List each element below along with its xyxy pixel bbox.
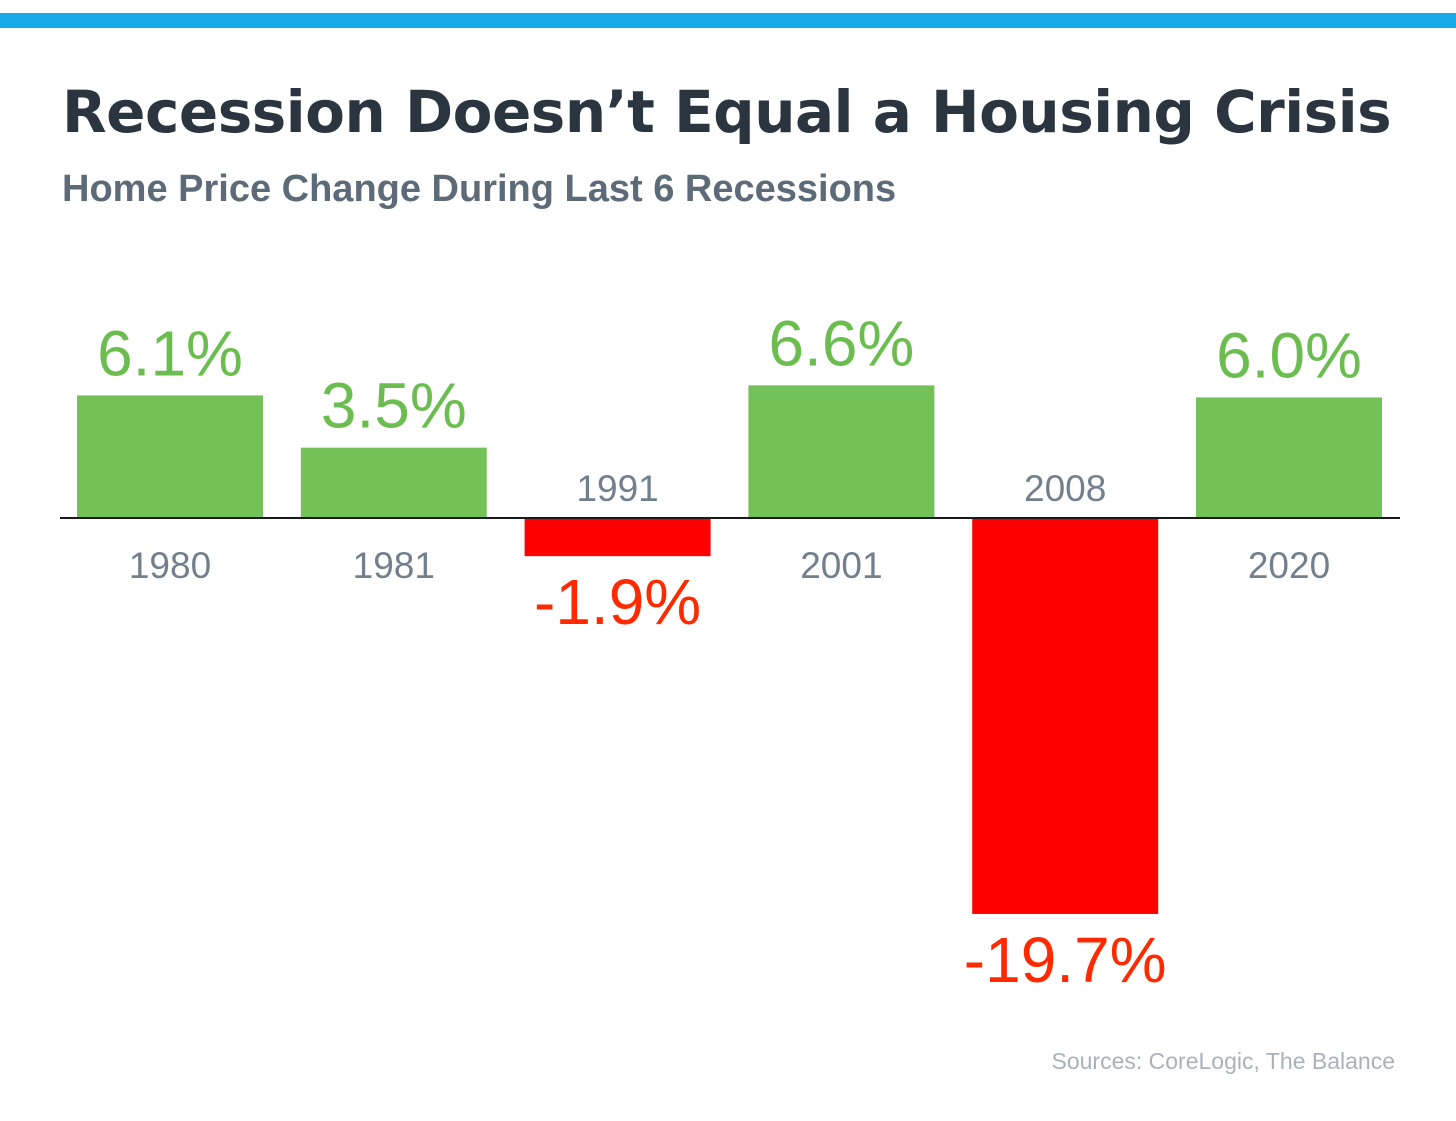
bar-2001 (748, 385, 935, 518)
category-label-1981: 1981 (353, 545, 435, 586)
bar-1981 (300, 447, 487, 518)
value-label-2008: -19.7% (964, 924, 1167, 996)
category-label-1980: 1980 (129, 545, 211, 586)
value-label-2001: 6.6% (768, 307, 914, 379)
category-label-2001: 2001 (800, 545, 882, 586)
category-label-2008: 2008 (1024, 468, 1106, 509)
bar-1980 (77, 395, 263, 518)
category-label-1991: 1991 (576, 468, 658, 509)
category-label-2020: 2020 (1248, 545, 1330, 586)
bar-1991 (524, 518, 711, 557)
chart-subtitle: Home Price Change During Last 6 Recessio… (62, 168, 897, 210)
chart-title: Recession Doesn’t Equal a Housing Crisis (62, 78, 1392, 146)
bar-2008 (972, 518, 1159, 914)
bars-layer (77, 385, 1382, 914)
bar-2020 (1196, 397, 1382, 518)
value-label-1991: -1.9% (534, 566, 701, 638)
top-accent-bar (0, 13, 1456, 28)
value-label-1981: 3.5% (321, 370, 467, 442)
source-note: Sources: CoreLogic, The Balance (1051, 1048, 1396, 1074)
value-label-1980: 6.1% (97, 317, 243, 389)
value-label-2020: 6.0% (1216, 319, 1362, 391)
labels-layer: 6.1% 1980 3.5% 1981 -1.9% 1991 6.6% 2001 -19.7% 2… (97, 307, 1362, 996)
